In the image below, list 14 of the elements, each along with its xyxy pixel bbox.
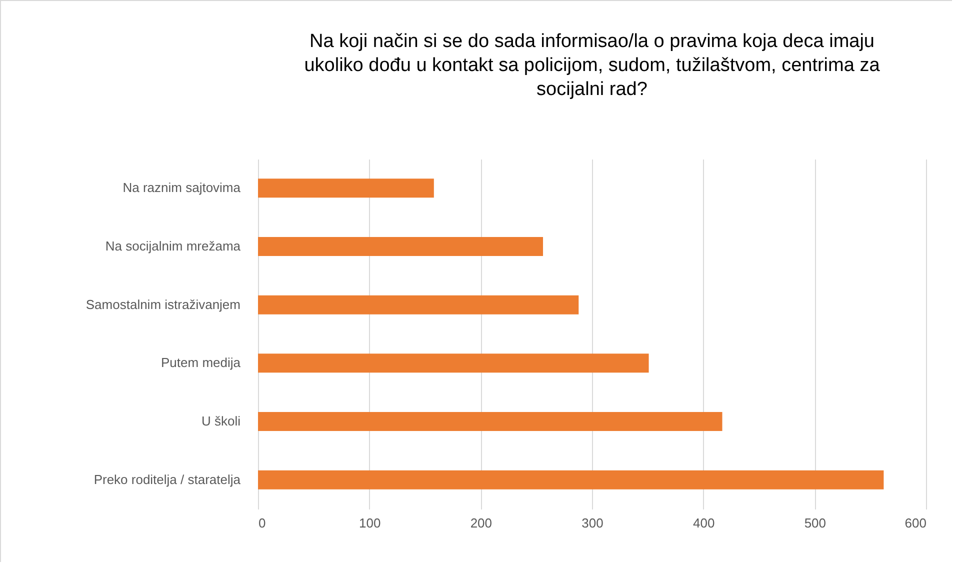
y-tick-label: Na socijalnim mrežama	[105, 238, 242, 254]
y-tick-label: U školi	[201, 414, 241, 428]
x-tick-label: 600	[904, 516, 926, 530]
y-tick-label: Putem medija	[161, 355, 242, 370]
chart-title: Na koji način si se do sada informisao/la o pravima koja deca imaju ukoliko dođu u kontakt sa policijom, sudom, tužilaštvom, centrima za socijalni rad?	[304, 31, 880, 100]
y-tick-label: Na raznim sajtovima	[122, 180, 242, 196]
y-tick-label: Preko roditelja / staratelja	[94, 472, 242, 487]
x-tick-label: 0	[258, 516, 266, 530]
y-tick-label: Samostalnim istraživanjem	[86, 296, 240, 312]
x-tick-label: 500	[804, 516, 826, 530]
x-tick-label: 400	[692, 516, 715, 530]
x-tick-label: 300	[582, 516, 604, 530]
x-tick-label: 200	[470, 516, 492, 530]
x-tick-label: 100	[358, 516, 381, 530]
